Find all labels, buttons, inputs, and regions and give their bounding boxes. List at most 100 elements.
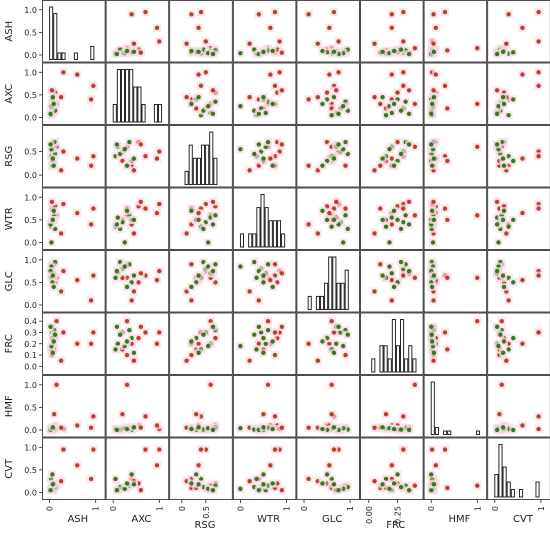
point-red — [327, 72, 332, 77]
hist-bar-frc — [412, 358, 417, 373]
point-red — [431, 199, 436, 204]
point-red — [213, 335, 218, 341]
x-tick-label: 0.00 — [365, 506, 374, 524]
point-green — [336, 324, 341, 329]
point-red — [272, 9, 278, 15]
point-green — [511, 335, 516, 341]
point-green — [50, 94, 56, 100]
point-red — [268, 463, 273, 468]
point-green — [261, 350, 266, 355]
x-tick-label: 0 — [46, 506, 55, 511]
point-green — [114, 51, 120, 57]
point-red — [329, 318, 334, 324]
point-red — [268, 72, 273, 77]
point-red — [143, 414, 148, 419]
point-green — [398, 226, 404, 232]
point-green — [238, 50, 243, 56]
point-green — [131, 217, 137, 223]
hist-bar-frc — [395, 345, 400, 373]
hist-bar-frc — [379, 345, 384, 373]
point-green — [320, 101, 325, 107]
point-red — [372, 168, 377, 173]
hist-bar-cvt — [535, 481, 540, 498]
point-red — [306, 341, 311, 346]
point-red — [58, 358, 64, 363]
point-green — [238, 425, 243, 431]
point-green — [50, 425, 56, 430]
point-green — [122, 146, 127, 152]
point-green — [261, 472, 266, 477]
point-red — [154, 25, 160, 31]
point-red — [536, 206, 541, 211]
point-red — [196, 210, 201, 216]
point-green — [252, 151, 257, 157]
y-axis-label-cvt: CVT — [4, 458, 15, 479]
point-red — [91, 83, 96, 89]
x-tick-label: 1 — [346, 506, 355, 511]
point-green — [389, 271, 394, 276]
point-green — [403, 213, 408, 218]
point-green — [336, 111, 341, 117]
point-red — [88, 163, 94, 168]
point-green — [320, 481, 325, 486]
point-red — [315, 231, 321, 236]
point-red — [208, 382, 213, 387]
point-green — [270, 481, 275, 486]
point-red — [138, 199, 144, 204]
point-red — [154, 156, 160, 161]
point-red — [208, 318, 213, 324]
point-red — [329, 411, 334, 417]
point-red — [372, 478, 377, 484]
hist-bar-frc — [391, 319, 396, 373]
point-green — [189, 339, 194, 344]
point-green — [383, 224, 389, 229]
point-green — [206, 343, 211, 349]
hist-bar-rsg — [209, 131, 214, 185]
point-red — [536, 426, 541, 432]
point-red — [198, 447, 204, 452]
point-green — [256, 488, 262, 493]
x-tick-label: 1 — [92, 506, 101, 511]
point-red — [247, 94, 252, 100]
hist-bar-rsg — [196, 157, 201, 185]
point-red — [442, 330, 448, 335]
point-red — [268, 156, 273, 161]
point-green — [320, 48, 325, 54]
point-red — [143, 447, 148, 452]
point-red — [138, 50, 144, 55]
y-axis-label-axc: AXC — [4, 84, 15, 104]
hist-bar-wtr — [252, 233, 257, 248]
point-green — [329, 113, 334, 118]
point-red — [343, 352, 348, 358]
point-green — [494, 222, 500, 227]
point-green — [398, 484, 404, 490]
point-green — [213, 213, 218, 218]
y-tick-label: 0.2 — [24, 340, 37, 349]
point-green — [391, 426, 397, 432]
point-red — [49, 199, 55, 204]
point-green — [380, 156, 385, 161]
point-red — [157, 330, 162, 335]
point-green — [51, 101, 56, 107]
point-green — [213, 262, 218, 267]
point-green — [256, 142, 262, 147]
point-red — [412, 382, 418, 387]
point-red — [445, 347, 450, 352]
point-green — [501, 101, 507, 107]
point-green — [131, 482, 137, 487]
y-axis-label-rsg: RSG — [4, 146, 15, 167]
point-red — [506, 12, 511, 17]
point-red — [131, 41, 137, 46]
point-green — [194, 472, 199, 477]
point-red — [124, 318, 130, 324]
point-red — [58, 425, 64, 430]
y-tick-label: 0.1 — [24, 351, 37, 360]
point-red — [475, 101, 480, 107]
point-green — [320, 339, 325, 344]
point-green — [506, 113, 511, 118]
point-red — [189, 298, 194, 303]
point-green — [50, 350, 56, 355]
point-red — [327, 25, 332, 31]
point-green — [340, 240, 346, 245]
point-red — [406, 199, 412, 204]
